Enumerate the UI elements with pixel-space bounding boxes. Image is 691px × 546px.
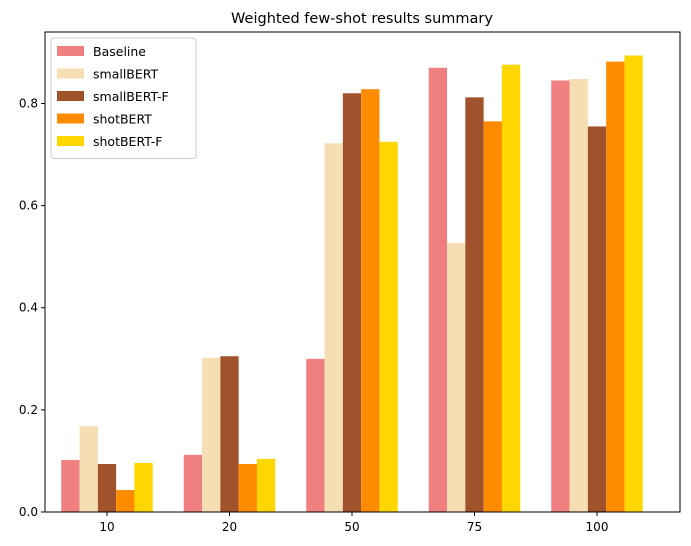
bar-smallbert-f-20: [220, 356, 239, 512]
bar-baseline-10: [61, 459, 80, 512]
x-tick-label: 10: [99, 520, 114, 534]
legend-swatch: [57, 46, 84, 56]
bar-smallbert-f-100: [587, 126, 607, 512]
bar-shotbert-f-100: [624, 55, 643, 513]
y-tick-label: 0.6: [19, 199, 38, 213]
x-tick-label: 50: [344, 520, 359, 534]
bar-smallbert-75: [447, 242, 466, 512]
y-tick-label: 0.4: [19, 301, 38, 315]
legend-swatch: [57, 91, 84, 101]
legend-swatch: [57, 136, 84, 146]
x-tick-label: 75: [467, 520, 482, 534]
legend-label: shotBERT-F: [93, 134, 162, 149]
legend-label: smallBERT: [93, 67, 159, 82]
bar-smallbert-10: [79, 426, 98, 512]
legend-swatch: [57, 68, 84, 79]
bar-baseline-20: [183, 454, 203, 512]
plot-frame: [44, 31, 681, 513]
y-tick-label: 0.2: [19, 403, 38, 417]
bar-smallbert-20: [202, 357, 221, 512]
bar-shotbert-f-75: [501, 64, 521, 513]
bar-shotbert-f-10: [134, 462, 153, 512]
bar-smallbert-100: [569, 78, 588, 512]
bar-shotbert-f-50: [379, 141, 398, 513]
legend-label: Baseline: [93, 44, 146, 59]
y-axis: 0.0 0.2 0.4 0.6 0.8: [19, 96, 45, 519]
bar-shotbert-20: [238, 464, 257, 512]
legend-box: [50, 37, 197, 159]
bar-smallbert-f-75: [465, 97, 484, 513]
x-axis: 10 20 50 75 100: [99, 512, 608, 534]
bar-shotbert-50: [361, 89, 380, 512]
legend-label: shotBERT: [93, 112, 152, 127]
legend: Baseline smallBERT smallBERT-F shotBERT shot…: [50, 37, 197, 159]
legend-label: smallBERT-F: [93, 89, 169, 104]
bar-baseline-50: [306, 358, 325, 512]
bars-group: [61, 55, 643, 513]
bar-shotbert-100: [606, 61, 625, 513]
bar-smallbert-50: [324, 143, 343, 512]
bar-baseline-75: [428, 67, 448, 513]
x-tick-label: 20: [222, 520, 237, 534]
bar-shotbert-75: [483, 121, 502, 513]
bar-shotbert-f-20: [256, 458, 276, 512]
legend-swatch: [57, 113, 84, 124]
bar-smallbert-f-50: [342, 93, 362, 512]
x-tick-label: 100: [586, 520, 609, 534]
chart-title: Weighted few-shot results summary: [231, 11, 493, 27]
bar-smallbert-f-10: [97, 464, 117, 512]
bar-shotbert-10: [116, 490, 135, 512]
y-tick-label: 0.0: [19, 505, 38, 519]
y-tick-label: 0.8: [19, 96, 38, 110]
bar-baseline-100: [551, 80, 570, 512]
